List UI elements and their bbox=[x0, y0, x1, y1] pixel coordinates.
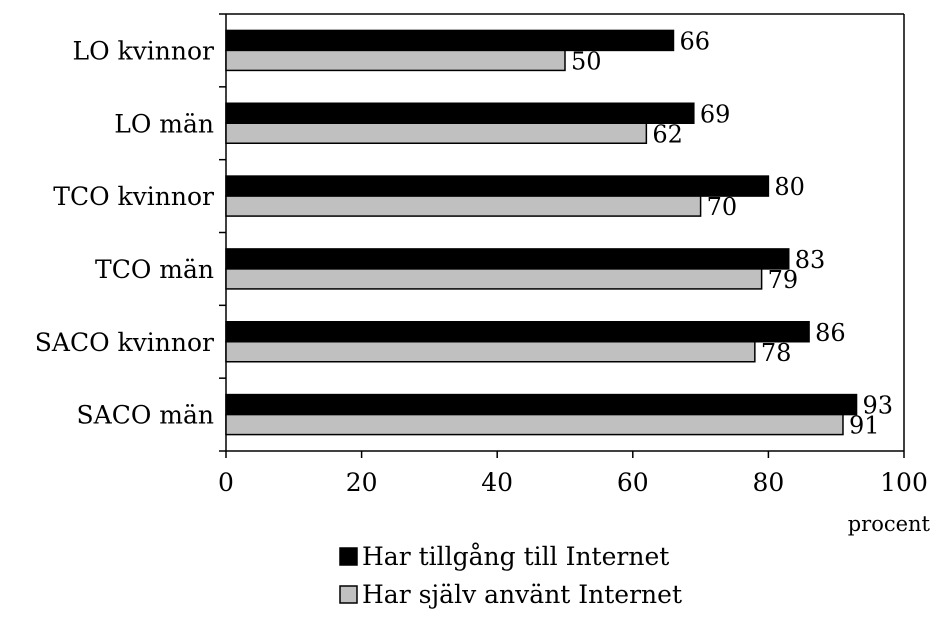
bar-access bbox=[225, 248, 790, 270]
bars-group bbox=[225, 29, 858, 436]
bar-used bbox=[225, 49, 566, 72]
data-label: 91 bbox=[849, 412, 880, 440]
bar-access bbox=[225, 29, 675, 52]
data-label: 62 bbox=[652, 120, 683, 148]
bar-access bbox=[225, 321, 810, 343]
data-label: 50 bbox=[571, 47, 602, 75]
category-label: TCO kvinnor bbox=[53, 182, 214, 211]
data-label: 66 bbox=[679, 27, 710, 55]
x-axis-ticks-group: 0 20 40 60 80 100 bbox=[218, 451, 928, 497]
data-label: 78 bbox=[761, 339, 792, 367]
category-label: SACO kvinnor bbox=[35, 328, 214, 357]
bar-access bbox=[225, 175, 770, 197]
bar-used bbox=[225, 195, 702, 217]
category-label: LO män bbox=[114, 109, 214, 138]
category-label: TCO män bbox=[95, 255, 214, 284]
x-tick-label: 100 bbox=[880, 468, 928, 497]
legend-label: Har själv använt Internet bbox=[362, 580, 682, 609]
bar-used bbox=[225, 341, 756, 363]
data-label: 93 bbox=[863, 392, 894, 420]
data-label: 80 bbox=[774, 173, 805, 201]
legend-label: Har tillgång till Internet bbox=[362, 542, 669, 571]
category-label: SACO män bbox=[77, 401, 214, 430]
bar-access bbox=[225, 393, 858, 416]
x-tick-label: 80 bbox=[752, 468, 784, 497]
bar-access bbox=[225, 102, 695, 124]
x-tick-label: 60 bbox=[617, 468, 649, 497]
data-label: 86 bbox=[815, 319, 846, 347]
x-tick-label: 20 bbox=[346, 468, 378, 497]
data-label: 70 bbox=[707, 193, 738, 221]
bar-used bbox=[225, 268, 763, 290]
x-axis-unit-label: procent bbox=[848, 512, 931, 536]
legend-swatch bbox=[339, 547, 358, 566]
plot-frame bbox=[219, 13, 905, 452]
data-label: 83 bbox=[795, 246, 826, 274]
bar-used bbox=[225, 413, 844, 436]
x-tick-label: 0 bbox=[218, 468, 234, 497]
category-labels-group: LO kvinnor LO män TCO kvinnor TCO män SACO k… bbox=[35, 36, 214, 429]
data-label: 79 bbox=[768, 266, 799, 294]
legend: Har tillgång till Internet Har själv anvä… bbox=[339, 542, 682, 609]
legend-swatch bbox=[339, 585, 358, 604]
data-label: 69 bbox=[700, 100, 731, 128]
x-tick-label: 40 bbox=[481, 468, 513, 497]
bar-used bbox=[225, 122, 648, 144]
category-label: LO kvinnor bbox=[72, 36, 214, 65]
